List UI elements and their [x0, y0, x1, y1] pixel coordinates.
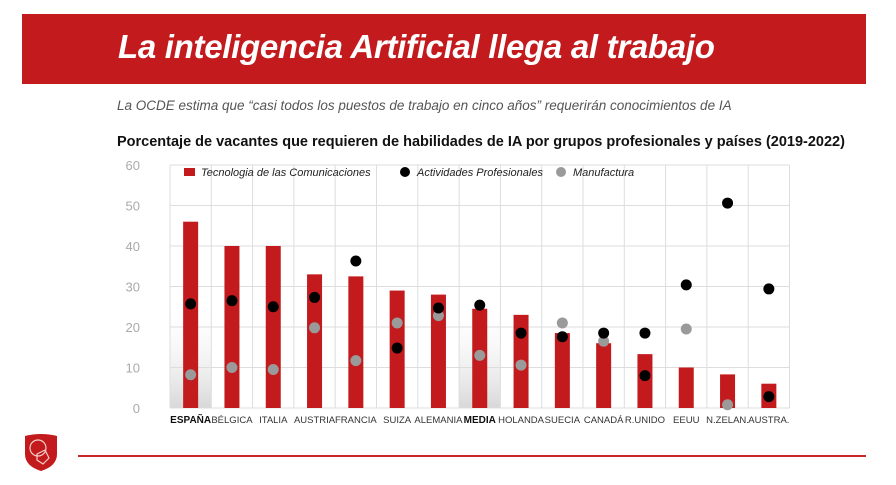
- chart-title: Porcentaje de vacantes que requieren de …: [117, 134, 845, 150]
- dot-manufactura: [226, 362, 238, 373]
- dot-actividades-profesionales: [226, 295, 238, 307]
- dot-manufactura: [309, 322, 321, 334]
- dot-actividades-profesionales: [763, 283, 775, 295]
- dot-manufactura: [556, 317, 568, 329]
- dot-actividades-profesionales: [185, 298, 197, 310]
- bar: [554, 333, 570, 408]
- legend-swatch: [556, 167, 566, 177]
- x-tick-label: CANADÁ: [584, 415, 624, 426]
- y-tick-label: 10: [126, 361, 140, 376]
- y-tick-label: 40: [126, 239, 140, 254]
- dot-manufactura: [598, 335, 610, 347]
- dot-actividades-profesionales: [639, 327, 651, 339]
- x-tick-label: ALEMANIA: [414, 415, 463, 426]
- dot-actividades-profesionales: [474, 299, 486, 311]
- x-tick-label: AUSTRIA: [294, 415, 336, 426]
- y-tick-label: 30: [126, 280, 140, 295]
- dot-actividades-profesionales: [556, 331, 568, 343]
- bar: [307, 274, 323, 408]
- dot-manufactura: [391, 317, 403, 329]
- legend-label: Tecnologia de las Comunicaciones: [201, 167, 371, 179]
- page-title: La inteligencia Artificial llega al trab…: [118, 28, 715, 65]
- y-tick-label: 20: [126, 320, 140, 335]
- legend-label: Actividades Profesionales: [416, 167, 543, 179]
- x-tick-label: EEUU: [673, 415, 700, 426]
- dot-manufactura: [515, 359, 527, 371]
- legend-swatch: [400, 167, 410, 177]
- dot-actividades-profesionales: [432, 302, 444, 314]
- x-tick-label: N.ZELAN.: [706, 415, 749, 426]
- bar: [720, 374, 736, 408]
- dot-actividades-profesionales: [267, 301, 279, 313]
- x-tick-label: BÉLGICA: [211, 415, 253, 426]
- dot-actividades-profesionales: [598, 327, 610, 339]
- dot-manufactura: [722, 399, 734, 411]
- dot-manufactura: [474, 349, 486, 361]
- dot-manufactura: [267, 364, 279, 376]
- bar: [224, 246, 240, 408]
- title-banner: La inteligencia Artificial llega al trab…: [22, 14, 866, 84]
- bar: [596, 343, 612, 408]
- dot-manufactura: [432, 310, 444, 322]
- subtitle: La OCDE estima que “casi todos los puest…: [117, 98, 732, 113]
- dot-actividades-profesionales: [515, 327, 527, 339]
- dot-actividades-profesionales: [309, 291, 321, 303]
- x-tick-label: FRANCIA: [335, 415, 377, 426]
- dot-manufactura: [680, 323, 692, 335]
- bar: [265, 246, 281, 408]
- bar: [678, 367, 694, 408]
- footer-divider: [78, 455, 866, 457]
- dot-actividades-profesionales: [350, 255, 362, 267]
- bar: [183, 221, 199, 408]
- x-tick-label: AUSTRA.: [748, 415, 789, 426]
- dot-actividades-profesionales: [680, 279, 692, 291]
- shield-logo-icon: [25, 434, 57, 471]
- legend-label: Manufactura: [573, 167, 634, 179]
- bar: [348, 276, 364, 408]
- dot-actividades-profesionales: [391, 342, 403, 354]
- x-tick-label: ESPAÑA: [170, 413, 211, 426]
- y-tick-label: 50: [126, 199, 140, 214]
- x-tick-label: SUECIA: [545, 415, 581, 426]
- x-tick-label: SUIZA: [383, 415, 412, 426]
- dot-manufactura: [185, 369, 197, 381]
- x-tick-label: ITALIA: [259, 415, 288, 426]
- dot-manufactura: [350, 355, 362, 367]
- y-tick-label: 0: [133, 401, 140, 416]
- x-tick-label: R.UNIDO: [625, 415, 665, 426]
- x-tick-label: HOLANDA: [498, 415, 545, 426]
- x-tick-label: MEDIA: [464, 415, 496, 426]
- dot-extra: [639, 370, 651, 382]
- bar: [430, 294, 446, 408]
- dot-actividades-profesionales: [722, 197, 734, 209]
- legend-swatch: [184, 168, 195, 176]
- dot-extra: [763, 391, 775, 403]
- y-tick-label: 60: [126, 158, 140, 173]
